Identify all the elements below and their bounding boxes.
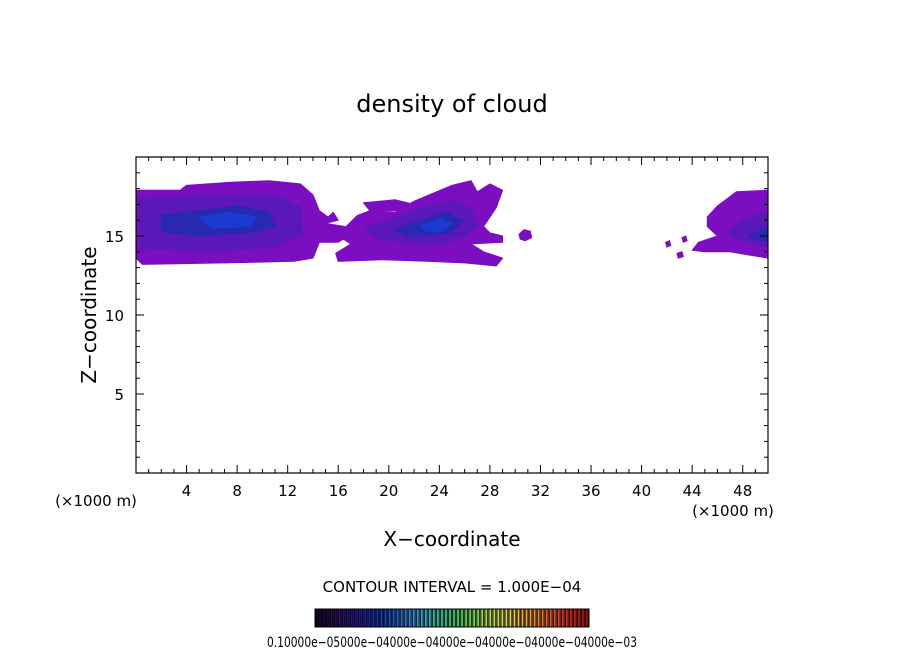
cloud-dot-2 bbox=[681, 235, 688, 243]
x-tick-label: 4 bbox=[182, 482, 192, 500]
y-tick-label: 15 bbox=[105, 228, 124, 246]
cloud-blob-small bbox=[518, 229, 533, 242]
x-tick-labels: 4 8 12 16 20 24 28 32 36 40 44 48 bbox=[182, 482, 752, 500]
x-tick-label: 36 bbox=[581, 482, 600, 500]
y-tick-labels: 5 10 15 bbox=[105, 228, 124, 404]
cloud-mid-inner bbox=[419, 218, 454, 232]
x-unit-right: (×1000 m) bbox=[692, 502, 774, 520]
x-tick-label: 28 bbox=[480, 482, 499, 500]
cloud-dot-1 bbox=[665, 240, 672, 248]
x-tick-label: 40 bbox=[632, 482, 651, 500]
y-tick-label: 10 bbox=[105, 307, 124, 325]
x-tick-label: 24 bbox=[430, 482, 449, 500]
cloud-left-inner bbox=[198, 211, 257, 229]
chart-title: density of cloud bbox=[356, 90, 547, 118]
x-tick-label: 44 bbox=[683, 482, 702, 500]
x-tick-label: 20 bbox=[379, 482, 398, 500]
x-axis-label: X−coordinate bbox=[383, 527, 520, 551]
axis-ticks bbox=[136, 157, 768, 473]
colorbar bbox=[315, 609, 589, 627]
plot-frame bbox=[135, 156, 769, 474]
x-tick-label: 12 bbox=[278, 482, 297, 500]
x-tick-label: 32 bbox=[531, 482, 550, 500]
x-tick-label: 48 bbox=[733, 482, 752, 500]
y-tick-label: 5 bbox=[114, 386, 124, 404]
colorbar-frame bbox=[314, 608, 590, 628]
x-unit-left: (×1000 m) bbox=[55, 492, 137, 510]
plot-regions bbox=[135, 180, 769, 267]
cloud-mid-blob bbox=[362, 199, 416, 212]
x-tick-label: 16 bbox=[329, 482, 348, 500]
cloud-dot-3 bbox=[676, 251, 684, 259]
colorbar-ticklabels: 0.10000e−05000e−04000e−04000e−04000e−040… bbox=[267, 635, 637, 651]
x-tick-label: 8 bbox=[232, 482, 242, 500]
contour-interval: CONTOUR INTERVAL = 1.000E−04 bbox=[323, 578, 582, 596]
y-axis-label: Z−coordinate bbox=[77, 246, 101, 383]
